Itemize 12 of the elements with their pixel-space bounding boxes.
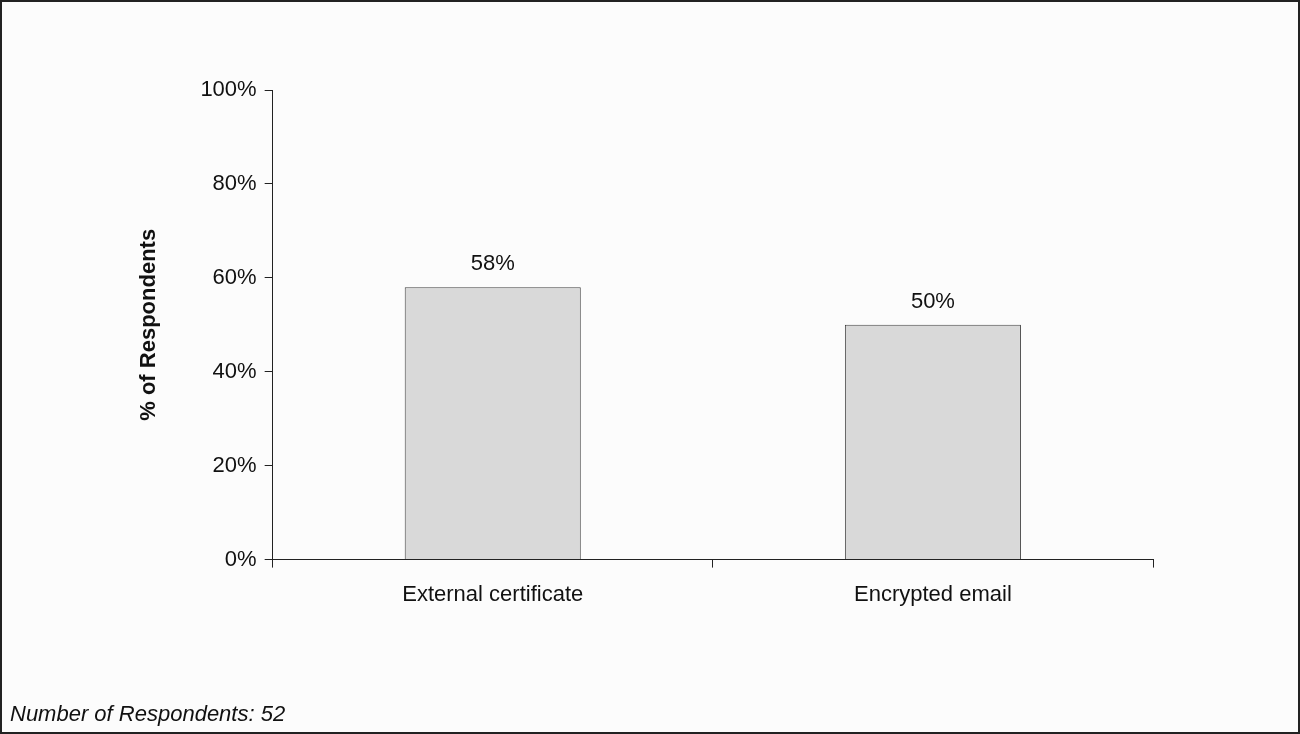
y-tick-label: 60% (212, 263, 257, 289)
y-tick-label: 40% (212, 357, 257, 383)
data-label: 58% (470, 250, 515, 276)
y-tick-label: 80% (212, 169, 257, 195)
text: Number of Respondents: 52 (10, 701, 286, 727)
x-tick-label: Encrypted email (854, 580, 1012, 606)
y-tick-label: 20% (212, 451, 257, 477)
y-axis-title: % of Respondents (135, 228, 161, 421)
y-tick-label: 0% (224, 545, 257, 571)
y-tick-label: 100% (200, 76, 257, 102)
data-label: 50% (910, 287, 955, 313)
x-tick-label: External certificate (402, 580, 584, 606)
